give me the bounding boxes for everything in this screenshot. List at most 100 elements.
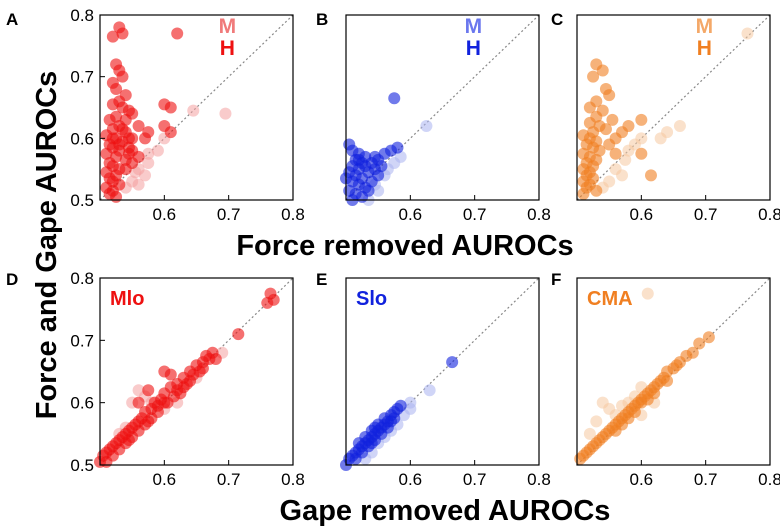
legend-h: H <box>220 37 235 60</box>
data-point <box>606 113 619 126</box>
faded-data-point <box>616 169 629 182</box>
data-point <box>388 412 401 425</box>
y-tick-label: 0.5 <box>70 456 94 475</box>
panel-letter: F <box>551 270 561 289</box>
data-point <box>349 452 362 465</box>
y-tick-label: 0.6 <box>70 129 94 148</box>
scatter-panel-e: E 0.6 0.7 0.8 Slo <box>316 270 551 489</box>
data-point <box>164 126 177 139</box>
data-point <box>574 452 587 465</box>
data-point <box>644 169 657 182</box>
y-tick-label: 0.6 <box>70 394 94 413</box>
data-point <box>670 359 683 372</box>
data-point <box>116 123 129 136</box>
bottom-x-axis-label: Gape removed AUROCs <box>280 495 611 527</box>
panel-letter: A <box>6 10 18 29</box>
data-point <box>142 415 155 428</box>
faded-data-point <box>142 157 155 169</box>
data-point <box>113 138 126 151</box>
data-point <box>132 424 145 437</box>
data-point <box>388 92 401 105</box>
faded-data-point <box>372 184 385 197</box>
x-tick-label: 0.7 <box>694 205 718 224</box>
faded-data-point <box>741 27 754 40</box>
data-point <box>106 98 119 111</box>
faded-data-point <box>129 166 142 179</box>
legend-m: M <box>219 15 237 38</box>
data-point <box>132 396 145 409</box>
data-point <box>232 328 245 341</box>
data-point <box>635 147 648 160</box>
panel-letter: C <box>551 10 563 29</box>
data-point <box>171 27 184 40</box>
faded-data-point <box>420 120 433 132</box>
legend-m: M <box>465 15 483 38</box>
panel-letter: D <box>6 270 18 289</box>
scatter-panel-a: A 0.6 0.7 0.8 0.5 0.6 0.7 0.8 MH <box>6 6 305 224</box>
data-point <box>596 64 609 77</box>
data-point <box>119 113 132 126</box>
legend-h: H <box>697 37 712 60</box>
data-point <box>122 132 135 145</box>
faded-data-point <box>404 396 417 409</box>
data-point <box>100 147 113 160</box>
y-axis-label: Force and Gape AUROCs <box>31 71 63 420</box>
faded-data-point <box>151 144 164 157</box>
x-tick-label: 0.8 <box>758 470 780 489</box>
legend-h: H <box>466 37 481 60</box>
x-tick-label: 0.7 <box>694 470 718 489</box>
scatter-panel-c: C 0.6 0.7 0.8 MH <box>551 10 780 224</box>
faded-data-point <box>641 287 654 300</box>
data-point <box>122 141 135 154</box>
data-point <box>446 356 459 369</box>
data-point <box>381 421 394 434</box>
panel-title: Slo <box>356 288 387 310</box>
data-point <box>116 27 129 40</box>
faded-data-point <box>132 178 145 191</box>
x-tick-label: 0.6 <box>153 205 177 224</box>
panel-letter: B <box>316 10 328 29</box>
data-point <box>583 116 596 129</box>
faded-data-point <box>635 132 648 145</box>
x-tick-label: 0.6 <box>630 470 654 489</box>
data-point <box>261 296 274 309</box>
faded-data-point <box>654 132 667 145</box>
faded-data-point <box>583 427 596 440</box>
data-point <box>142 126 155 139</box>
x-tick-label: 0.7 <box>217 470 241 489</box>
data-point <box>375 160 388 173</box>
data-point <box>648 387 661 400</box>
data-point <box>661 374 674 387</box>
data-point <box>635 113 648 126</box>
faded-data-point <box>219 107 232 120</box>
data-point <box>603 138 616 151</box>
x-tick-label: 0.7 <box>463 470 487 489</box>
faded-data-point <box>394 150 407 163</box>
y-tick-label: 0.8 <box>70 269 94 288</box>
data-point <box>110 190 123 203</box>
data-point <box>590 184 603 197</box>
data-point <box>167 390 180 403</box>
data-point <box>119 163 132 176</box>
panel-title: Mlo <box>110 288 144 310</box>
data-point <box>142 384 155 397</box>
faded-data-point <box>622 144 635 157</box>
data-point <box>110 83 123 95</box>
x-tick-label: 0.8 <box>527 205 551 224</box>
axes-frame <box>345 14 540 201</box>
data-point <box>352 437 365 450</box>
data-point <box>365 437 378 450</box>
data-point <box>100 455 113 468</box>
panel-letter: E <box>316 270 327 289</box>
x-tick-label: 0.8 <box>527 470 551 489</box>
x-tick-label: 0.8 <box>281 205 305 224</box>
x-tick-label: 0.6 <box>399 470 423 489</box>
data-point <box>362 184 375 197</box>
axes-frame <box>99 277 294 466</box>
scatter-panel-b: B 0.6 0.7 0.8 MH <box>316 10 551 224</box>
data-point <box>577 187 590 200</box>
faded-data-point <box>619 153 632 166</box>
panel-title: CMA <box>587 288 633 310</box>
